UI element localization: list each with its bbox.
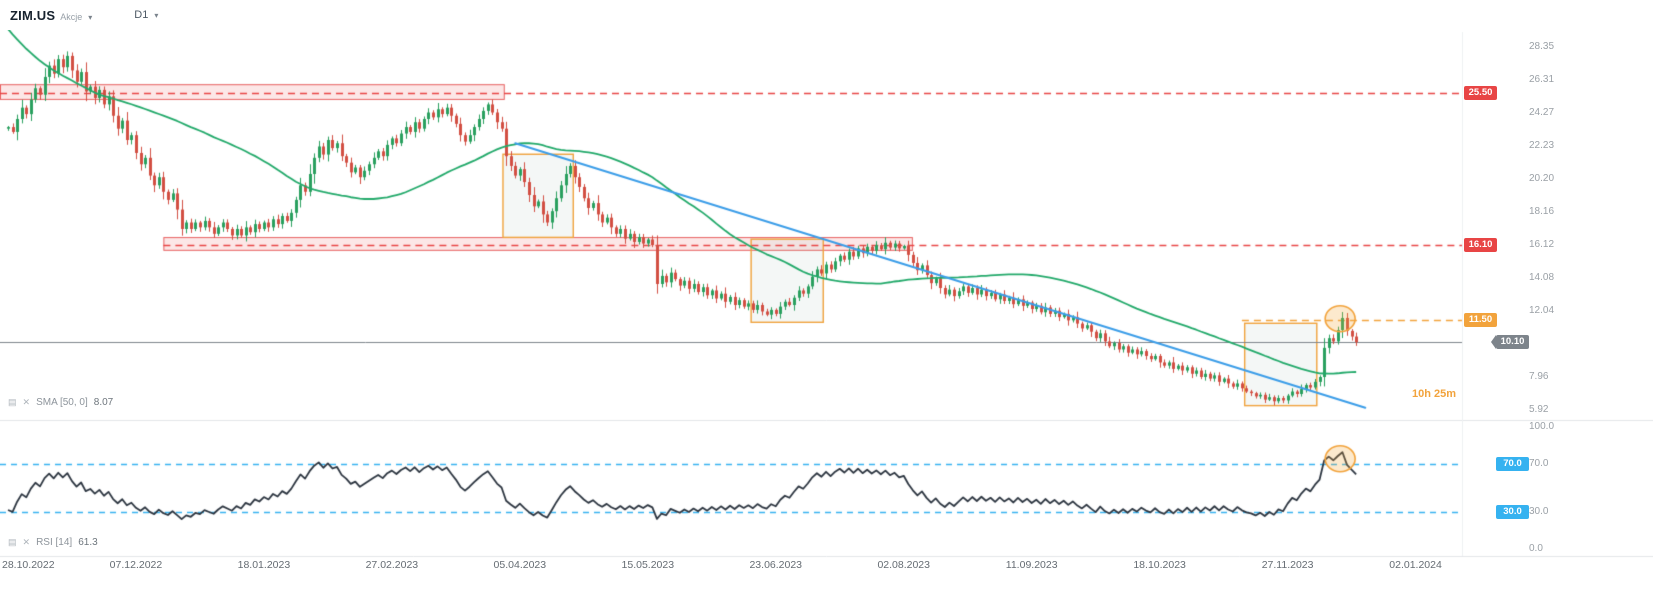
chart-topbar: ZIM.US Akcje ▾ D1 ▾	[0, 0, 1653, 30]
rsi-indicator-row: ▤ ✕ RSI [14] 61.3	[8, 536, 98, 548]
indicator-panel-icon[interactable]: ▤	[8, 537, 17, 547]
sma-indicator-label: SMA [50, 0]	[36, 396, 88, 408]
symbol-selector[interactable]: ZIM.US Akcje ▾	[10, 8, 92, 23]
indicator-close-icon[interactable]: ✕	[22, 397, 31, 407]
indicator-close-icon[interactable]: ✕	[22, 537, 31, 547]
rsi-indicator-label: RSI [14]	[36, 536, 73, 548]
bar-close-countdown: 10h 25m	[1411, 388, 1456, 400]
timeframe-label: D1	[134, 9, 149, 21]
symbol-name: ZIM.US	[10, 7, 56, 23]
sma-indicator-value: 8.07	[93, 396, 114, 408]
indicator-panel-icon[interactable]: ▤	[8, 397, 17, 407]
instrument-type-label: Akcje	[60, 11, 83, 22]
sma-indicator-row: ▤ ✕ SMA [50, 0] 8.07	[8, 396, 113, 408]
timeframe-selector[interactable]: D1 ▾	[134, 9, 158, 21]
rsi-indicator-value: 61.3	[78, 536, 98, 548]
chevron-down-icon: ▾	[88, 12, 93, 22]
chevron-down-icon: ▾	[154, 10, 159, 20]
